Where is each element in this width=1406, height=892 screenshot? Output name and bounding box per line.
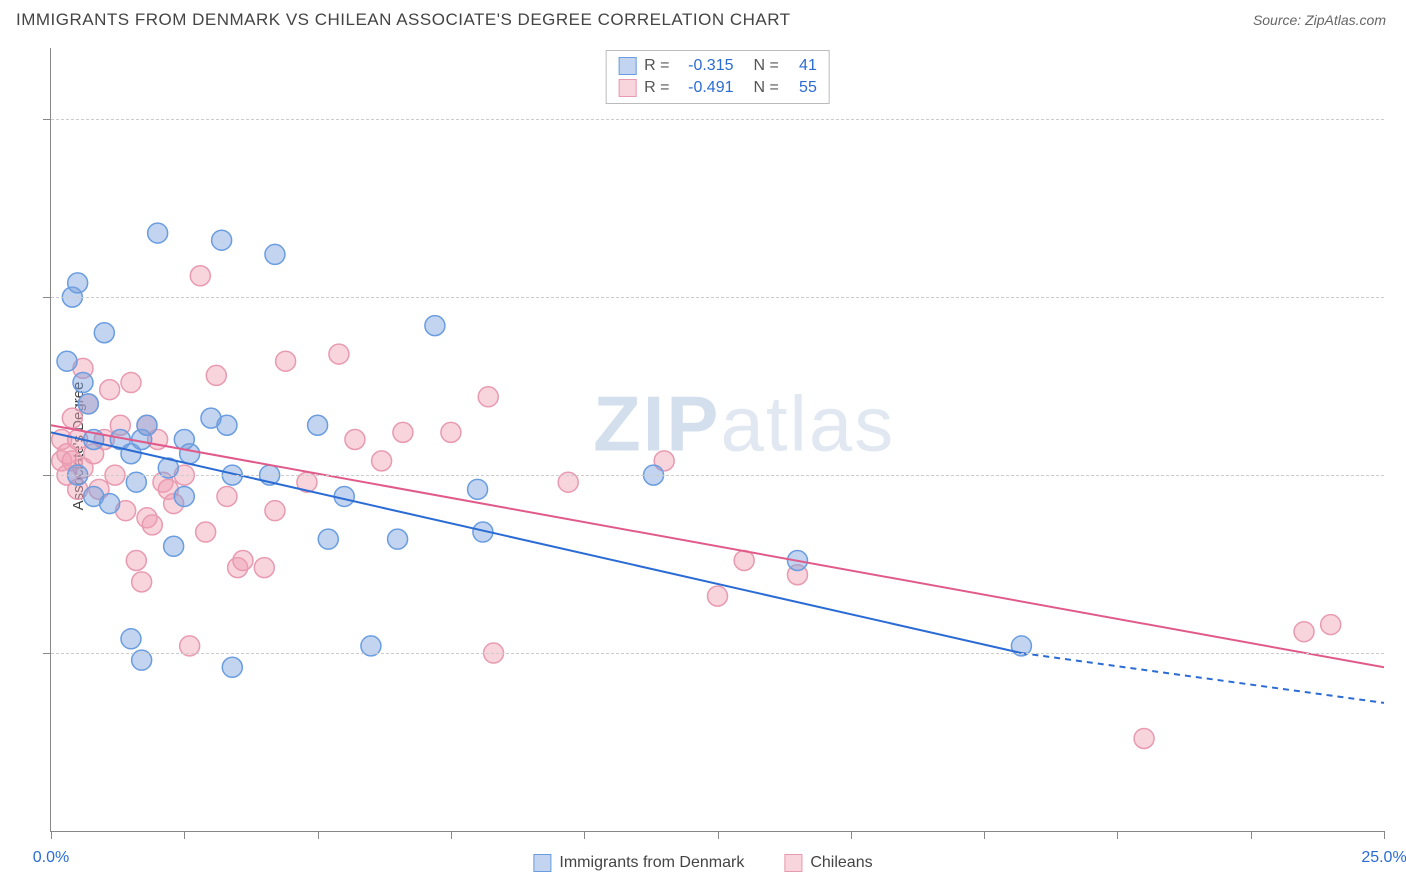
y-tick-label: 50.0% <box>1386 466 1406 484</box>
scatter-point-b <box>206 365 226 385</box>
scatter-point-a <box>212 230 232 250</box>
gridline <box>51 119 1384 120</box>
x-tick <box>184 831 185 839</box>
x-tick-label: 0.0% <box>33 849 69 867</box>
x-tick <box>718 831 719 839</box>
scatter-point-b <box>734 551 754 571</box>
x-tick <box>1117 831 1118 839</box>
scatter-point-a <box>222 657 242 677</box>
legend-item-a: Immigrants from Denmark <box>533 854 744 872</box>
scatter-point-a <box>94 323 114 343</box>
scatter-point-b <box>372 451 392 471</box>
legend-swatch-a-icon <box>533 854 551 872</box>
scatter-point-a <box>318 529 338 549</box>
scatter-point-b <box>265 501 285 521</box>
legend-label: Immigrants from Denmark <box>559 854 744 872</box>
scatter-point-a <box>265 244 285 264</box>
scatter-point-a <box>121 629 141 649</box>
stat-r-value: -0.315 <box>678 55 734 77</box>
scatter-svg <box>51 48 1384 831</box>
scatter-point-a <box>57 351 77 371</box>
scatter-point-a <box>164 536 184 556</box>
x-tick <box>1251 831 1252 839</box>
scatter-point-b <box>254 558 274 578</box>
scatter-point-b <box>217 486 237 506</box>
scatter-point-a <box>137 415 157 435</box>
scatter-point-b <box>121 373 141 393</box>
scatter-point-a <box>148 223 168 243</box>
y-tick <box>43 653 51 654</box>
scatter-point-b <box>276 351 296 371</box>
x-tick <box>851 831 852 839</box>
swatch-b-icon <box>618 79 636 97</box>
scatter-point-b <box>441 422 461 442</box>
chart-title: IMMIGRANTS FROM DENMARK VS CHILEAN ASSOC… <box>16 10 791 30</box>
x-tick <box>451 831 452 839</box>
scatter-point-a <box>100 494 120 514</box>
scatter-point-b <box>393 422 413 442</box>
x-tick <box>584 831 585 839</box>
stats-row-a: R = -0.315 N = 41 <box>618 55 817 77</box>
gridline <box>51 653 1384 654</box>
x-tick <box>318 831 319 839</box>
scatter-point-b <box>1294 622 1314 642</box>
stat-n-label: N = <box>754 55 779 77</box>
stats-row-b: R = -0.491 N = 55 <box>618 77 817 99</box>
y-tick <box>43 475 51 476</box>
scatter-point-b <box>100 380 120 400</box>
scatter-point-b <box>132 572 152 592</box>
y-tick-label: 75.0% <box>1386 288 1406 306</box>
bottom-legend: Immigrants from Denmark Chileans <box>533 854 872 872</box>
y-tick <box>43 119 51 120</box>
x-tick <box>51 831 52 839</box>
legend-label: Chileans <box>810 854 872 872</box>
stat-n-value: 55 <box>787 77 817 99</box>
swatch-a-icon <box>618 57 636 75</box>
scatter-point-b <box>190 266 210 286</box>
scatter-point-b <box>1134 728 1154 748</box>
scatter-point-a <box>174 486 194 506</box>
scatter-point-a <box>78 394 98 414</box>
x-tick <box>1384 831 1385 839</box>
scatter-point-b <box>62 408 82 428</box>
gridline <box>51 475 1384 476</box>
scatter-point-a <box>201 408 221 428</box>
scatter-point-b <box>233 551 253 571</box>
source-attribution: Source: ZipAtlas.com <box>1253 12 1386 28</box>
stat-r-label: R = <box>644 77 669 99</box>
legend-swatch-b-icon <box>784 854 802 872</box>
stat-r-label: R = <box>644 55 669 77</box>
scatter-point-a <box>308 415 328 435</box>
trend-line-ext-a <box>1021 653 1384 703</box>
scatter-point-b <box>329 344 349 364</box>
legend-item-b: Chileans <box>784 854 872 872</box>
scatter-point-a <box>73 373 93 393</box>
trend-line-b <box>51 425 1384 667</box>
scatter-point-b <box>708 586 728 606</box>
x-tick-label: 25.0% <box>1361 849 1406 867</box>
chart-plot-area: ZIPatlas R =-0.315N =41R =-0.491N =55 25… <box>50 48 1384 832</box>
scatter-point-b <box>126 551 146 571</box>
trend-line-a <box>51 432 1021 653</box>
x-tick <box>984 831 985 839</box>
y-tick-label: 100.0% <box>1386 110 1406 128</box>
scatter-point-a <box>388 529 408 549</box>
y-tick <box>43 297 51 298</box>
scatter-point-b <box>142 515 162 535</box>
scatter-point-a <box>425 316 445 336</box>
stat-n-value: 41 <box>787 55 817 77</box>
scatter-point-b <box>1321 615 1341 635</box>
scatter-point-a <box>180 444 200 464</box>
scatter-point-a <box>68 273 88 293</box>
stat-n-label: N = <box>754 77 779 99</box>
scatter-point-b <box>345 430 365 450</box>
y-tick-label: 25.0% <box>1386 644 1406 662</box>
scatter-point-a <box>334 486 354 506</box>
gridline <box>51 297 1384 298</box>
scatter-point-b <box>478 387 498 407</box>
stats-legend-box: R = -0.315 N = 41 R = -0.491 N = 55 <box>605 50 830 104</box>
scatter-point-b <box>196 522 216 542</box>
scatter-point-a <box>468 479 488 499</box>
stat-r-value: -0.491 <box>678 77 734 99</box>
